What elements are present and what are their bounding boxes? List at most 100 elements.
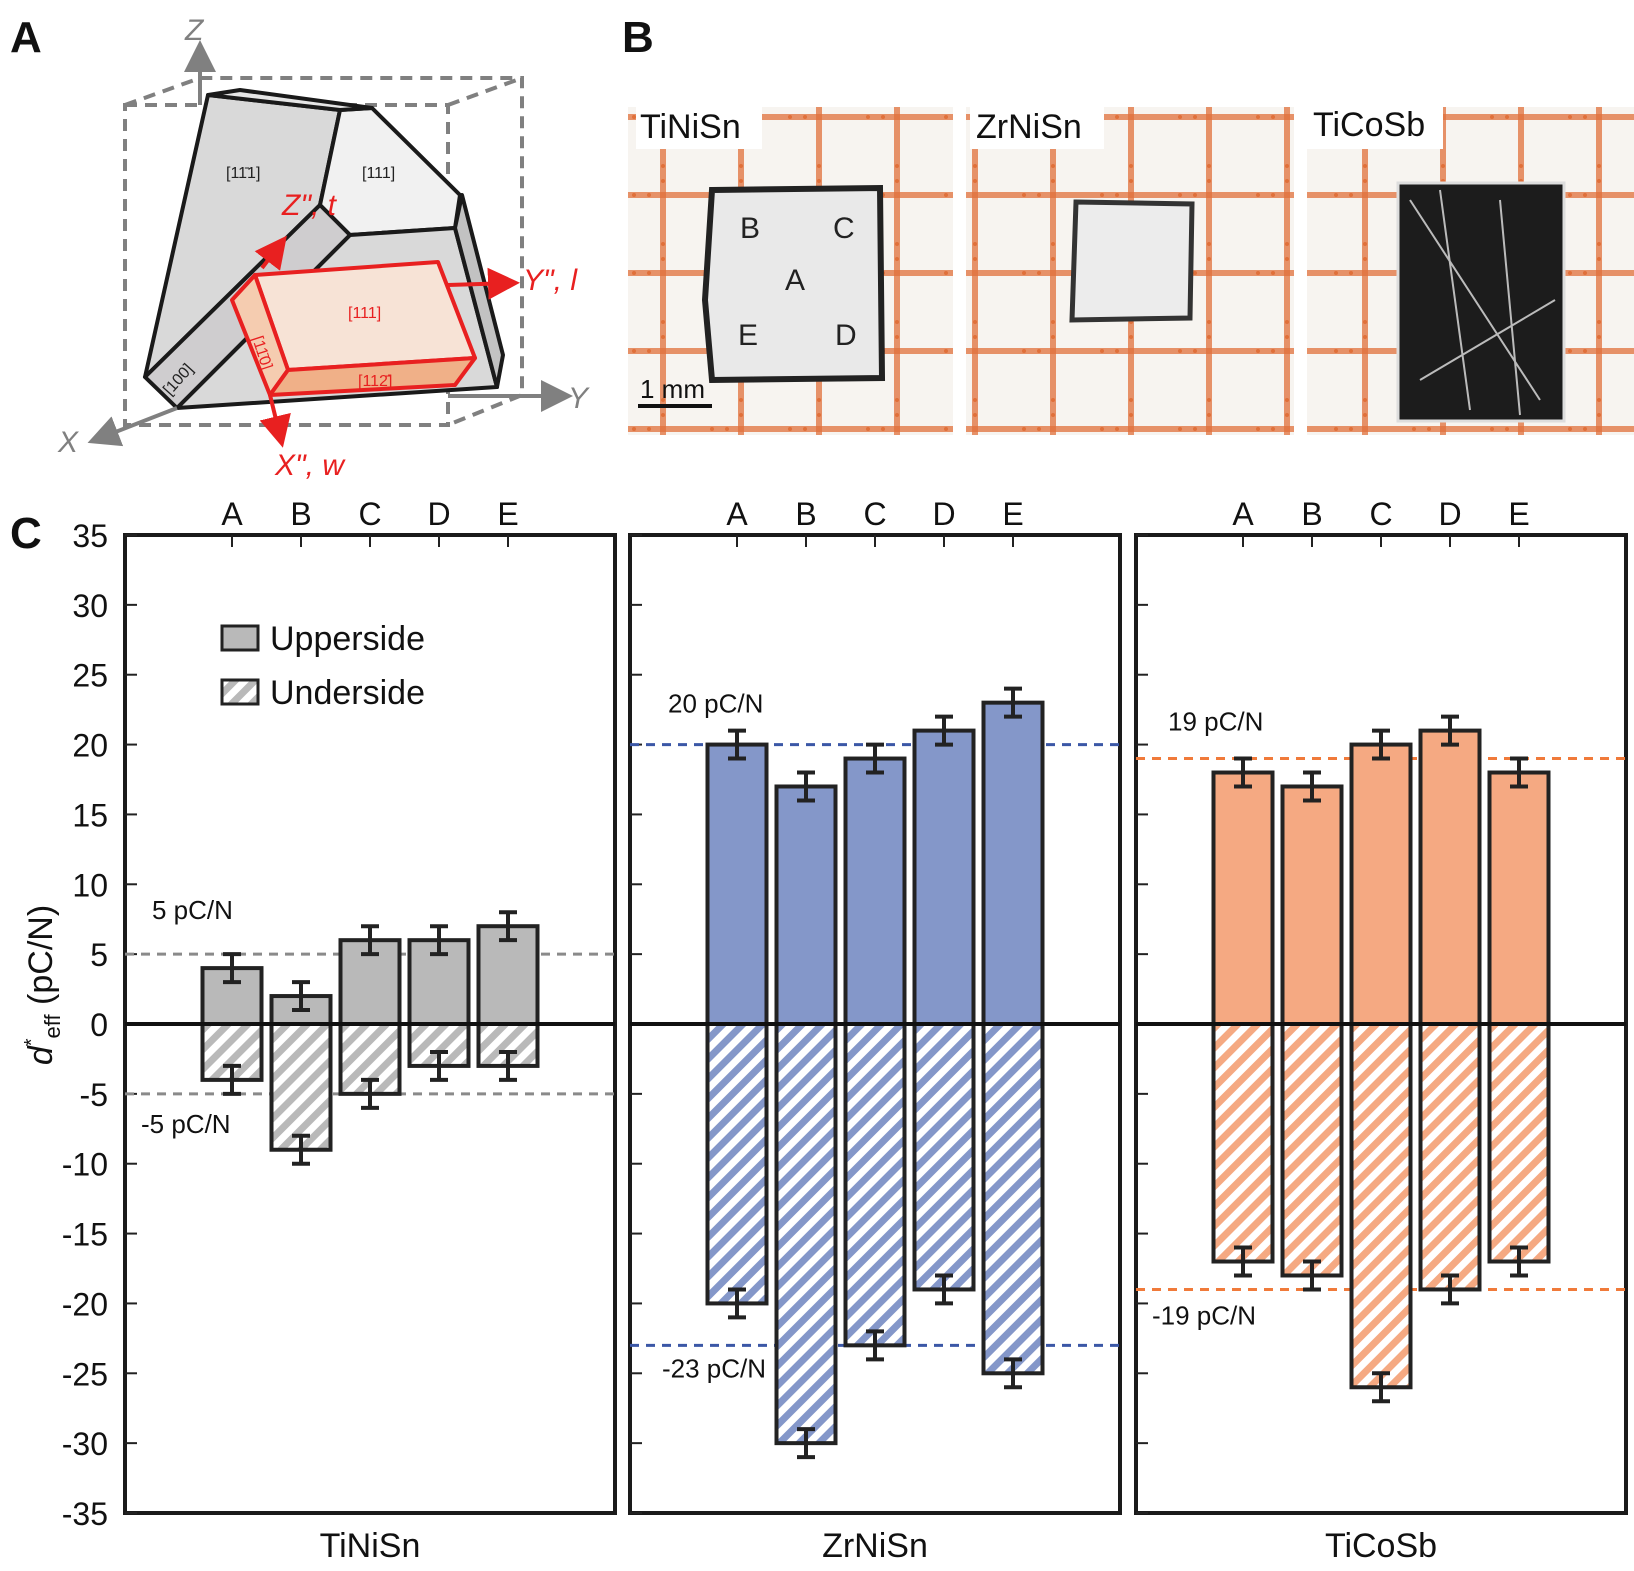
category-label: C bbox=[1369, 496, 1392, 532]
error-bar-upperside bbox=[1372, 728, 1390, 761]
category-label: D bbox=[932, 496, 955, 532]
bar-underside bbox=[981, 1022, 1045, 1376]
category-label: A bbox=[221, 496, 243, 532]
error-bar-underside bbox=[1372, 1371, 1390, 1404]
bar-upperside bbox=[1418, 728, 1482, 1026]
error-bar-upperside bbox=[292, 980, 310, 1013]
reference-label-upper: 20 pC/N bbox=[668, 688, 763, 718]
legend-label-upperside: Upperside bbox=[270, 620, 425, 658]
bar-upperside bbox=[705, 742, 769, 1026]
category-label: B bbox=[795, 496, 816, 532]
error-bar-underside bbox=[797, 1427, 815, 1460]
error-bar-upperside bbox=[1234, 756, 1252, 789]
subplot-title: TiCoSb bbox=[1325, 1527, 1437, 1565]
category-label: E bbox=[1002, 496, 1023, 532]
error-bar-upperside bbox=[1441, 714, 1459, 747]
reference-label-under: -19 pC/N bbox=[1152, 1300, 1256, 1330]
subplots: 5 pC/N -5 pC/N A B C D E TiNiSn 20 pC/N -23 pC/N A… bbox=[123, 496, 1628, 1565]
y-tick-label: -20 bbox=[62, 1286, 108, 1322]
y-tick-label: 20 bbox=[72, 728, 108, 764]
axis-label-z-rotated: Z", t bbox=[281, 189, 338, 222]
axis-label-x-rotated: X", w bbox=[274, 449, 346, 482]
error-bar-upperside bbox=[797, 770, 815, 803]
bar-underside bbox=[1418, 1022, 1482, 1292]
error-bar-upperside bbox=[866, 742, 884, 775]
reference-label-under: -23 pC/N bbox=[662, 1353, 766, 1383]
error-bar-upperside bbox=[430, 924, 448, 957]
error-bar-underside bbox=[292, 1133, 310, 1166]
subplot-tinisn: 5 pC/N -5 pC/N A B C D E TiNiSn bbox=[123, 496, 617, 1565]
point-label-c: C bbox=[833, 212, 855, 245]
bar-underside bbox=[1280, 1022, 1344, 1278]
category-label: B bbox=[1301, 496, 1322, 532]
point-label-d: D bbox=[835, 319, 857, 352]
bar-upperside bbox=[981, 700, 1045, 1027]
error-bar-underside bbox=[866, 1329, 884, 1362]
bar-underside bbox=[705, 1022, 769, 1306]
bar-upperside bbox=[1280, 784, 1344, 1026]
bar-underside bbox=[912, 1022, 976, 1292]
bar-underside bbox=[1349, 1022, 1413, 1390]
panel-label-b: B bbox=[622, 13, 654, 62]
category-label: A bbox=[726, 496, 748, 532]
y-tick-label: -35 bbox=[62, 1496, 108, 1532]
point-label-a: A bbox=[785, 264, 805, 297]
x-rotated-arrow bbox=[259, 394, 291, 448]
crystal-face-side bbox=[453, 193, 505, 389]
legend: Upperside Underside bbox=[220, 620, 425, 712]
sample-name-zrnisn: ZrNiSn bbox=[976, 108, 1082, 146]
y-axis-label: d*eff (pC/N) bbox=[21, 905, 65, 1065]
y-tick-label: -10 bbox=[62, 1147, 108, 1183]
error-bar-underside bbox=[728, 1287, 746, 1320]
error-bar-underside bbox=[1303, 1259, 1321, 1292]
bar-underside bbox=[269, 1022, 333, 1152]
y-tick-label: 0 bbox=[90, 1007, 108, 1043]
error-bar-underside bbox=[1510, 1245, 1528, 1278]
panel-b: B TiNiSn B C A E D 1 mm ZrNiSn TiCoSb bbox=[622, 13, 1634, 435]
photo-zrnisn: ZrNiSn bbox=[966, 107, 1294, 435]
error-bar-underside bbox=[935, 1273, 953, 1306]
bar-upperside bbox=[1349, 742, 1413, 1026]
legend-swatch-underside bbox=[220, 678, 260, 706]
error-bar-underside bbox=[223, 1063, 241, 1096]
reference-label-upper: 5 pC/N bbox=[152, 895, 233, 925]
panel-a: A Z Y X Z", t Y", l X", w [1 bbox=[10, 13, 590, 482]
photo-ticosb: TiCoSb bbox=[1307, 106, 1634, 435]
error-bar-upperside bbox=[1303, 770, 1321, 803]
error-bar-underside bbox=[1004, 1357, 1022, 1390]
sample-box bbox=[230, 260, 477, 397]
error-bar-upperside bbox=[1004, 686, 1022, 719]
y-tick-label: 5 bbox=[90, 937, 108, 973]
point-label-e: E bbox=[738, 319, 758, 352]
y-tick-label: -5 bbox=[80, 1077, 108, 1113]
category-label: C bbox=[863, 496, 886, 532]
panel-label-a: A bbox=[10, 13, 42, 62]
y-tick-label: 10 bbox=[72, 867, 108, 903]
y-tick-label: 30 bbox=[72, 588, 108, 624]
bar-upperside bbox=[1211, 770, 1275, 1026]
legend-swatch-upperside bbox=[220, 624, 260, 652]
y-tick-label: 35 bbox=[72, 518, 108, 554]
crystal-top bbox=[206, 88, 374, 112]
error-bar-underside bbox=[1441, 1273, 1459, 1306]
bar-upperside bbox=[1487, 770, 1551, 1026]
bar-underside bbox=[1487, 1022, 1551, 1264]
face-label-sample-bottom: [112̄] bbox=[358, 373, 392, 390]
bar-underside bbox=[774, 1022, 838, 1446]
face-label-right: [111] bbox=[362, 165, 395, 182]
sample-name-tinisn: TiNiSn bbox=[640, 108, 741, 146]
sample-name-ticosb: TiCoSb bbox=[1313, 106, 1425, 144]
axis-label-x: X bbox=[57, 426, 79, 459]
y-tick-label: -15 bbox=[62, 1217, 108, 1253]
category-label: A bbox=[1232, 496, 1254, 532]
y-tick-label: -30 bbox=[62, 1426, 108, 1462]
error-bar-upperside bbox=[728, 728, 746, 761]
error-bar-underside bbox=[430, 1049, 448, 1082]
axis-label-y-rotated: Y", l bbox=[523, 264, 578, 297]
axis-label-y: Y bbox=[568, 382, 590, 415]
subplot-title: TiNiSn bbox=[320, 1527, 421, 1565]
y-rotated-arrow bbox=[447, 267, 520, 300]
bar-underside bbox=[843, 1022, 907, 1348]
